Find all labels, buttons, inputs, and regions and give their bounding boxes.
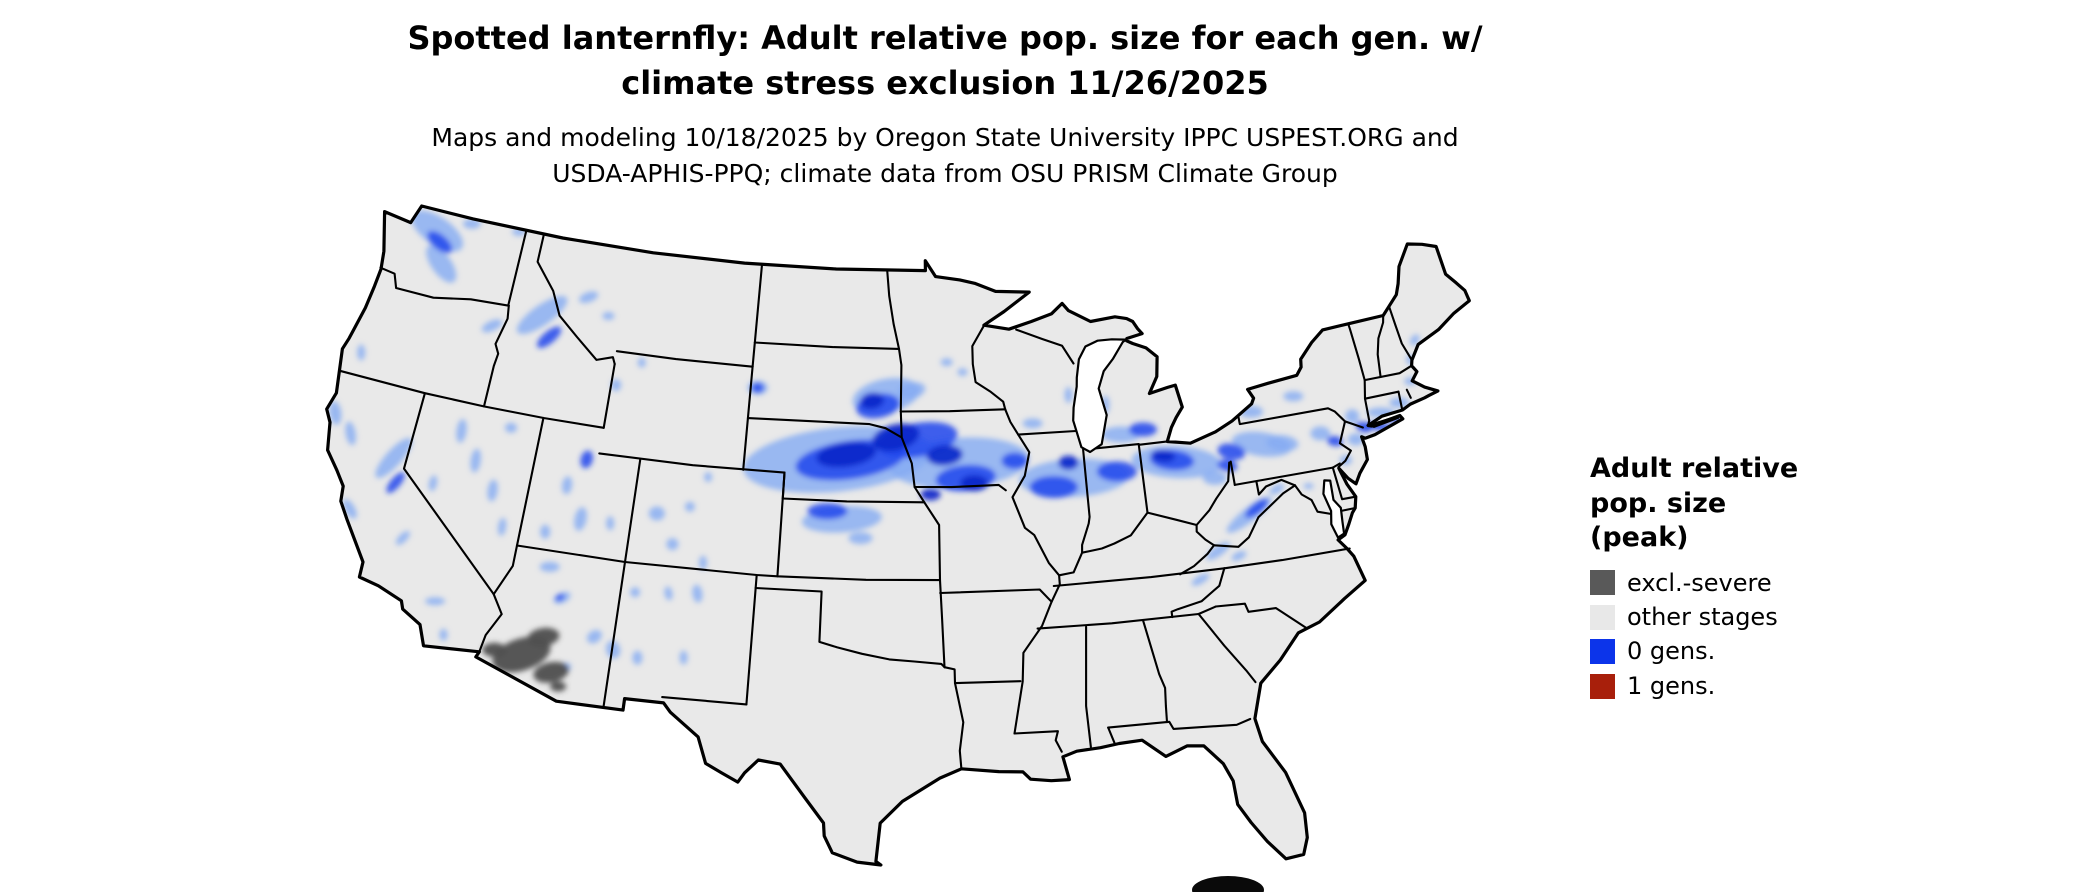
- legend-title-line-1: Adult relative: [1590, 453, 1799, 484]
- map-title-line-1: Spotted lanternfly: Adult relative pop. …: [407, 19, 1483, 57]
- legend-item-0-gens: 0 gens.: [1590, 637, 1920, 666]
- legend-swatch-excl-severe: [1590, 570, 1615, 596]
- legend: Adult relative pop. size (peak) excl.-se…: [1590, 452, 1920, 707]
- legend-item-excl-severe: excl.-severe: [1590, 568, 1920, 597]
- us-map: [325, 204, 1471, 867]
- legend-label-1-gens: 1 gens.: [1627, 671, 1716, 700]
- legend-items: excl.-severe other stages 0 gens. 1 gens…: [1590, 568, 1920, 700]
- map-subtitle-line-1: Maps and modeling 10/18/2025 by Oregon S…: [431, 122, 1459, 152]
- header: Spotted lanternfly: Adult relative pop. …: [0, 16, 1890, 192]
- legend-swatch-other-stages: [1590, 604, 1615, 630]
- legend-title-line-3: (peak): [1590, 522, 1689, 554]
- legend-title-line-2: pop. size: [1590, 487, 1727, 519]
- legend-title: Adult relative pop. size (peak): [1590, 452, 1920, 556]
- map-subtitle: Maps and modeling 10/18/2025 by Oregon S…: [0, 120, 1890, 193]
- map-title-line-2: climate stress exclusion 11/26/2025: [621, 63, 1269, 102]
- legend-label-excl-severe: excl.-severe: [1627, 568, 1772, 597]
- legend-item-1-gens: 1 gens.: [1590, 671, 1920, 700]
- legend-item-other-stages: other stages: [1590, 604, 1920, 630]
- map-title: Spotted lanternfly: Adult relative pop. …: [0, 16, 1890, 106]
- map-subtitle-line-2: USDA-APHIS-PPQ; climate data from OSU PR…: [552, 158, 1338, 188]
- bottom-crop-artifact: [1192, 876, 1264, 892]
- legend-label-other-stages: other stages: [1627, 603, 1778, 632]
- legend-label-0-gens: 0 gens.: [1627, 637, 1716, 666]
- legend-swatch-0-gens: [1590, 639, 1615, 665]
- legend-swatch-1-gens: [1590, 673, 1615, 699]
